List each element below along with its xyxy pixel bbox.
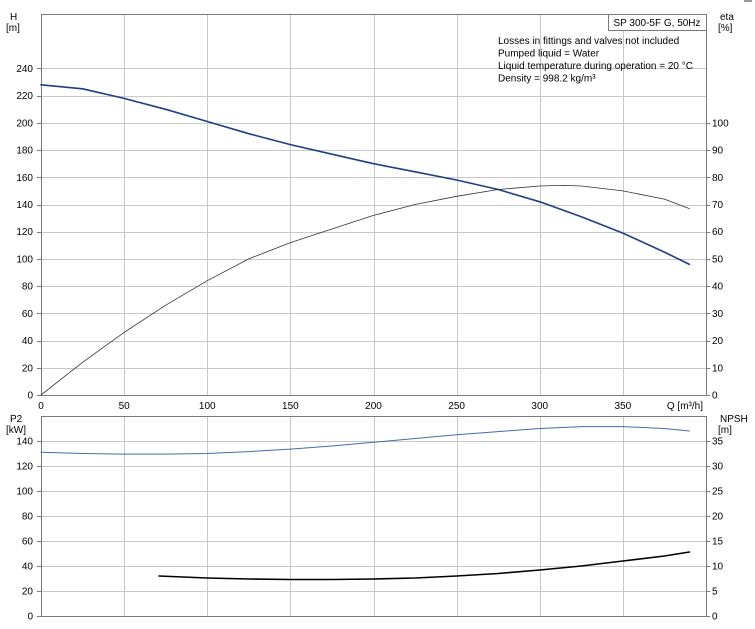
- y-axis-unit-right: [%]: [718, 23, 733, 34]
- y-axis-label-right: eta: [720, 12, 734, 23]
- tick-label-left: 40: [22, 336, 34, 347]
- tick-label-right: 100: [712, 118, 729, 129]
- tick-label-left: 0: [27, 391, 33, 402]
- y-axis-label-left: P2: [10, 414, 23, 425]
- tick-label-right: 30: [712, 309, 724, 320]
- tick-label-right: 10: [712, 363, 724, 374]
- series-line: [40, 84, 691, 266]
- tick-label-x: 250: [448, 401, 465, 412]
- tick-label-left: 60: [22, 537, 34, 548]
- tick-label-x: 300: [531, 401, 548, 412]
- tick-label-right: 5: [712, 587, 718, 598]
- tick-label-right: 0: [712, 612, 718, 623]
- tick-label-left: 80: [22, 282, 34, 293]
- y-axis-unit-left: [kW]: [6, 425, 26, 436]
- tick-label-right: 80: [712, 173, 724, 184]
- tick-label-left: 20: [22, 587, 34, 598]
- tick-label-left: 140: [16, 200, 33, 211]
- series-line: [158, 551, 691, 581]
- tick-label-x: 50: [119, 401, 131, 412]
- tick-label-left: 0: [27, 612, 33, 623]
- tick-label-left: 100: [16, 254, 33, 265]
- chart-note: Pumped liquid = Water: [498, 49, 600, 60]
- chart-note: Liquid temperature during operation = 20…: [498, 61, 693, 72]
- y-axis-label-left: H: [10, 12, 17, 23]
- tick-label-right: 25: [712, 487, 724, 498]
- chart-note: Losses in fittings and valves not includ…: [498, 36, 679, 47]
- tick-label-right: 30: [712, 462, 724, 473]
- y-axis-unit-left: [m]: [6, 23, 20, 34]
- tick-label-right: 40: [712, 282, 724, 293]
- tick-label-left: 200: [16, 118, 33, 129]
- tick-label-right: 50: [712, 254, 724, 265]
- frame-layer: [37, 0, 752, 617]
- tick-label-left: 80: [22, 512, 34, 523]
- corner-mark: [744, 0, 752, 2]
- tick-label-left: 220: [16, 91, 33, 102]
- chart-note: Density = 998.2 kg/m³: [498, 74, 596, 85]
- tick-label-right: 15: [712, 537, 724, 548]
- tick-label-left: 40: [22, 562, 34, 573]
- tick-label-left: 160: [16, 173, 33, 184]
- tick-label-left: 20: [22, 363, 34, 374]
- series-layer: [40, 84, 691, 581]
- tick-label-left: 100: [16, 487, 33, 498]
- tick-label-x: 0: [38, 401, 44, 412]
- tick-label-left: 180: [16, 146, 33, 157]
- tick-label-left: 120: [16, 462, 33, 473]
- tick-label-right: 10: [712, 562, 724, 573]
- y-axis-label-right: NPSH: [720, 414, 748, 425]
- tick-label-left: 140: [16, 437, 33, 448]
- tick-label-right: 0: [712, 391, 718, 402]
- tick-label-right: 20: [712, 512, 724, 523]
- series-line: [40, 426, 690, 455]
- label-layer: 0204060801001201401601802002202400102030…: [6, 12, 748, 623]
- tick-label-x: 350: [615, 401, 632, 412]
- tick-label-right: 90: [712, 146, 724, 157]
- tick-label-x: 200: [365, 401, 382, 412]
- tick-label-right: 35: [712, 437, 724, 448]
- tick-label-right: 70: [712, 200, 724, 211]
- x-axis-label: Q [m³/h]: [667, 401, 703, 412]
- tick-label-left: 120: [16, 227, 33, 238]
- tick-label-x: 150: [282, 401, 299, 412]
- tick-label-right: 20: [712, 336, 724, 347]
- grid-layer: [41, 14, 707, 617]
- chart-title: SP 300-5F G, 50Hz: [613, 18, 700, 29]
- tick-label-x: 100: [199, 401, 216, 412]
- y-axis-unit-right: [m]: [718, 425, 732, 436]
- series-line: [40, 184, 690, 396]
- tick-label-left: 60: [22, 309, 34, 320]
- chart-title-box: [608, 14, 707, 31]
- tick-label-right: 60: [712, 227, 724, 238]
- tick-label-left: 240: [16, 64, 33, 75]
